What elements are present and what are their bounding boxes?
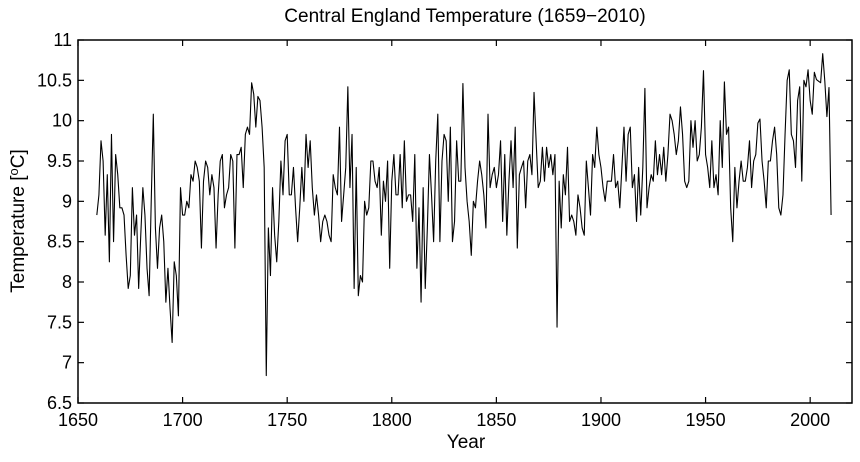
y-tick-label: 10	[52, 111, 72, 131]
temperature-line	[96, 53, 832, 377]
y-tick-label: 8	[62, 272, 72, 292]
chart-title: Central England Temperature (1659−2010)	[284, 6, 645, 27]
x-axis-label: Year	[447, 432, 486, 453]
y-tick-label: 11	[53, 30, 72, 50]
x-tick-label: 1700	[163, 410, 203, 430]
y-tick-label: 9.5	[47, 151, 72, 171]
x-tick-label: 1900	[581, 410, 621, 430]
x-tick-label: 1950	[686, 410, 726, 430]
x-tick-label: 1750	[267, 410, 307, 430]
y-axis-label: Temperature [oC]	[6, 149, 29, 292]
y-tick-label: 10.5	[37, 70, 72, 90]
x-tick-label: 2000	[790, 410, 830, 430]
y-tick-label: 7	[62, 353, 72, 373]
x-tick-label: 1650	[58, 410, 98, 430]
y-tick-label: 8.5	[47, 232, 72, 252]
y-tick-label: 6.5	[47, 393, 72, 413]
plot-area: 1650 1700 1750 1800 1850 1900 1950 2000 6.5 7 7.5 8…	[37, 30, 853, 430]
y-tick-label: 7.5	[47, 312, 72, 332]
axes-box	[77, 39, 853, 404]
y-tick-label: 9	[62, 191, 72, 211]
x-tick-label: 1850	[476, 410, 516, 430]
x-tick-label: 1800	[372, 410, 412, 430]
